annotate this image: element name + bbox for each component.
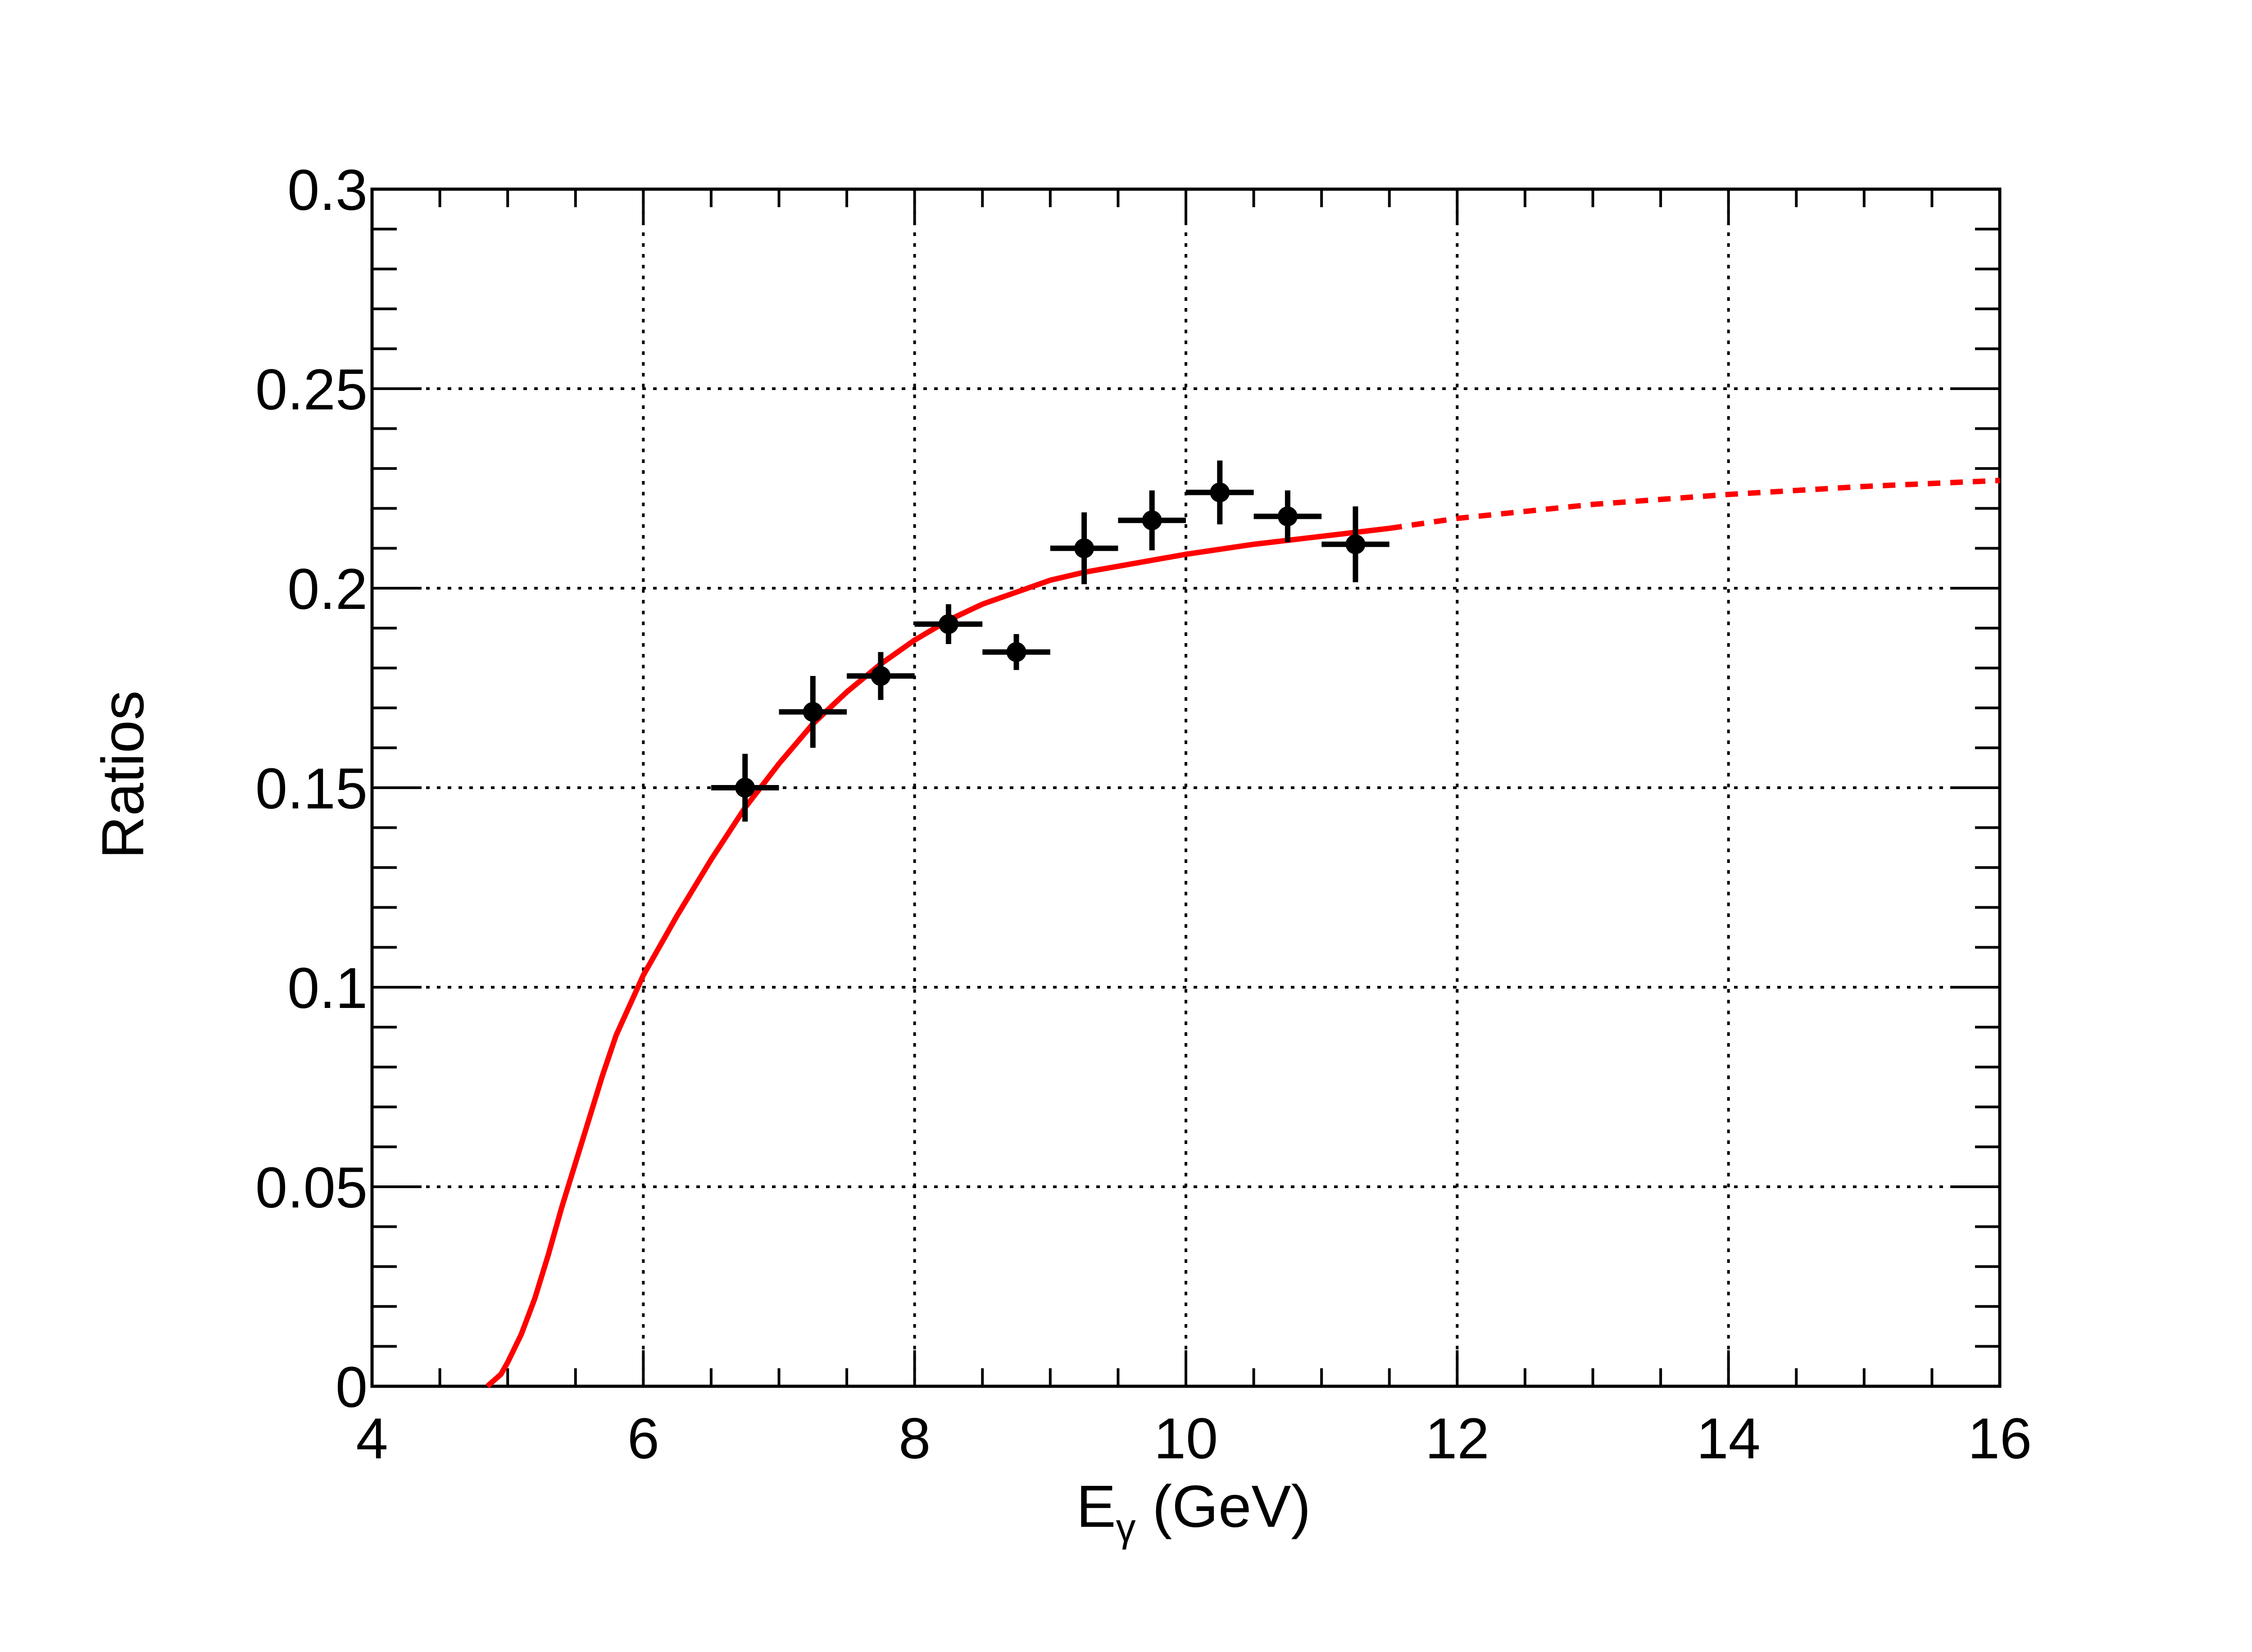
x-tick-label: 10 — [1154, 1407, 1218, 1471]
plot-frame — [370, 187, 2002, 1388]
x-tick-label: 8 — [899, 1407, 931, 1471]
data-marker — [1142, 510, 1162, 531]
data-point — [1186, 460, 1254, 525]
x-axis-title: Eγ (GeV) — [1076, 1473, 1311, 1550]
data-marker — [1210, 482, 1230, 503]
data-marker — [871, 666, 891, 686]
y-tick-label: 0.2 — [287, 557, 368, 622]
data-point — [1321, 506, 1389, 582]
data-point — [711, 753, 779, 822]
grid — [372, 189, 2000, 1386]
y-tick-label: 0 — [336, 1355, 368, 1420]
data-marker — [1074, 538, 1094, 558]
data-marker — [1006, 642, 1026, 662]
x-tick-label: 6 — [627, 1407, 659, 1471]
fit-curve — [486, 477, 2000, 1389]
data-marker — [1345, 534, 1366, 554]
data-point — [779, 676, 847, 748]
x-tick-labels: 4 6 8 10 12 14 16 — [356, 1407, 2032, 1471]
data-point — [982, 634, 1050, 670]
y-axis-title: Ratios — [90, 690, 156, 859]
x-axis-title-main: E — [1076, 1473, 1116, 1539]
data-marker — [803, 702, 823, 722]
y-tick-labels: 0 0.05 0.1 0.15 0.2 0.25 0.3 — [255, 158, 368, 1420]
data-point — [847, 652, 915, 700]
data-point — [1118, 490, 1186, 550]
data-marker — [938, 614, 958, 634]
fit-curve-extrapolation — [1389, 477, 2000, 531]
data-point — [914, 604, 983, 644]
x-tick-label: 4 — [356, 1407, 388, 1471]
x-axis-title-unit: (GeV) — [1136, 1473, 1311, 1539]
axis-ticks — [371, 188, 2001, 1388]
y-tick-label: 0.15 — [255, 757, 368, 821]
y-tick-label: 0.1 — [287, 956, 368, 1021]
data-marker — [1277, 506, 1298, 526]
data-points — [711, 460, 1389, 822]
x-tick-label: 16 — [1968, 1407, 2032, 1471]
x-axis-title-subscript: γ — [1116, 1505, 1136, 1550]
x-tick-label: 12 — [1425, 1407, 1489, 1471]
data-point — [1253, 490, 1322, 543]
y-tick-label: 0.05 — [255, 1156, 368, 1220]
y-tick-label: 0.25 — [255, 358, 368, 422]
y-tick-label: 0.3 — [287, 158, 368, 222]
fit-curve-solid — [486, 526, 1390, 1389]
data-marker — [735, 778, 755, 798]
data-point — [1050, 512, 1118, 585]
x-tick-label: 14 — [1696, 1407, 1760, 1471]
